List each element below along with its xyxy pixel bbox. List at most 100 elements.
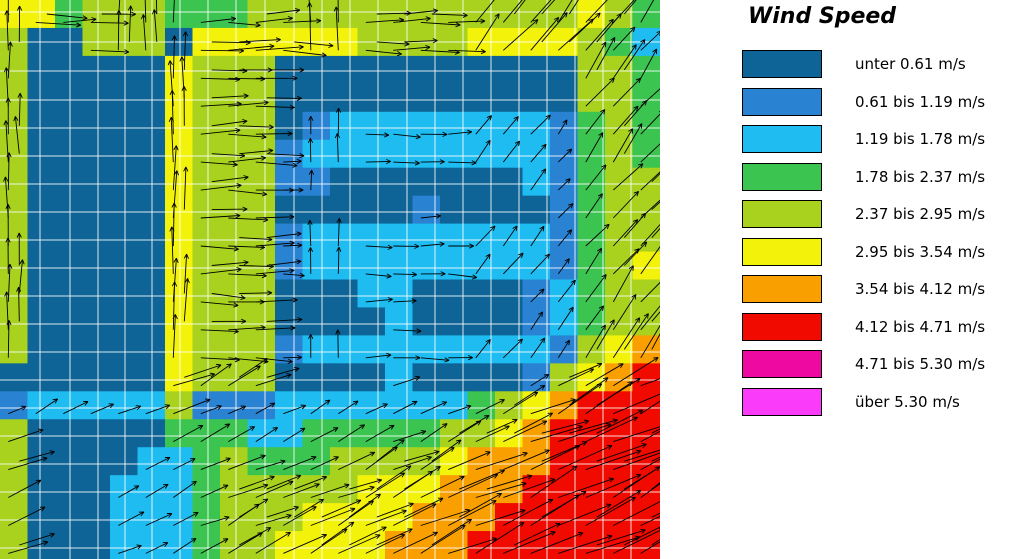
heatmap-cell [0, 55, 29, 85]
wind-arrow [321, 521, 355, 546]
heatmap-cell [440, 139, 469, 169]
heatmap-cell [27, 111, 56, 141]
heatmap-cell [550, 195, 579, 225]
heatmap-cell [55, 503, 84, 532]
heatmap-cell [55, 447, 84, 476]
wind-arrow [145, 542, 169, 554]
wind-arrow [651, 201, 660, 210]
heatmap-cell [357, 419, 386, 448]
heatmap-cell [192, 391, 221, 420]
wind-arrow [612, 265, 634, 303]
heatmap-cell [165, 223, 194, 253]
heatmap-cell [302, 475, 331, 504]
heatmap-cell [385, 223, 414, 253]
wind-arrow [585, 41, 607, 79]
wind-arrow [640, 281, 660, 303]
wind-arrow [144, 0, 147, 23]
heatmap-cell [220, 83, 249, 113]
wind-arrow [475, 139, 491, 163]
wind-arrow [211, 118, 248, 127]
wind-arrow [169, 226, 175, 274]
heatmap-cell [275, 391, 304, 420]
heatmap-cell [275, 167, 304, 197]
heatmap-cell [82, 223, 111, 253]
wind-arrow [596, 528, 646, 546]
wind-arrow [585, 77, 615, 107]
wind-arrow [7, 41, 13, 79]
heatmap-cell [165, 0, 194, 29]
heatmap-cell [302, 391, 331, 420]
heatmap-cell [27, 167, 56, 197]
wind-arrow [623, 212, 647, 238]
wind-arrow [8, 540, 49, 554]
heatmap-cell [385, 195, 414, 225]
heatmap-cell [440, 195, 469, 225]
heatmap-cell [27, 195, 56, 225]
wind-arrow [283, 533, 327, 554]
wind-arrow [283, 404, 307, 415]
heatmap-cell [412, 531, 441, 559]
wind-arrow [4, 10, 10, 51]
wind-arrow [173, 398, 211, 415]
heatmap-cell [522, 363, 551, 392]
heatmap-cell [0, 279, 29, 309]
legend-item: über 5.30 m/s [742, 387, 1024, 418]
heatmap-cell [357, 167, 386, 197]
heatmap-cell [330, 335, 359, 364]
wind-arrow [18, 259, 25, 294]
wind-arrow [349, 526, 387, 546]
heatmap-cell [55, 111, 84, 141]
legend-label: 3.54 bis 4.12 m/s [855, 280, 986, 298]
wind-arrow [503, 531, 556, 554]
heatmap-cell [357, 279, 386, 309]
heatmap-cell [275, 0, 304, 29]
wind-arrow [448, 243, 474, 249]
wind-arrow [640, 143, 660, 163]
wind-arrow [475, 115, 492, 135]
heatmap-cell [82, 503, 111, 532]
wind-arrow [420, 241, 445, 247]
wind-arrow [200, 405, 222, 415]
heatmap-cell [0, 0, 29, 29]
heatmap-cell [605, 167, 634, 197]
wind-arrow [557, 119, 568, 135]
wind-arrow [266, 474, 302, 490]
wind-arrow [557, 306, 574, 331]
heatmap-cell [330, 251, 359, 281]
wind-arrow [513, 0, 526, 15]
wind-arrow [596, 319, 615, 350]
wind-arrow [486, 418, 518, 434]
wind-arrow [613, 452, 660, 471]
wind-speed-map [0, 0, 660, 559]
heatmap-cell [495, 167, 524, 197]
wind-arrow [255, 357, 293, 364]
wind-arrow [530, 465, 578, 498]
wind-arrow [640, 30, 660, 51]
wind-arrow [404, 38, 438, 44]
heatmap-cell [27, 223, 56, 253]
wind-arrow [502, 225, 518, 247]
wind-arrow [35, 21, 82, 28]
heatmap-cell [247, 0, 276, 29]
wind-arrow [568, 0, 579, 15]
heatmap-cell [0, 251, 29, 281]
heatmap-cell [550, 391, 579, 420]
heatmap-cell [220, 195, 249, 225]
heatmap-cell [165, 475, 194, 504]
wind-arrow [173, 458, 196, 471]
heatmap-cell [385, 251, 414, 281]
wind-arrow [283, 18, 322, 24]
heatmap-cell [27, 251, 56, 281]
heatmap-cell [632, 279, 660, 309]
heatmap-cell [82, 251, 111, 281]
wind-arrow [613, 163, 644, 191]
wind-arrow [365, 297, 393, 303]
wind-arrow [612, 317, 641, 359]
wind-arrow [283, 427, 306, 442]
heatmap-cell [82, 111, 111, 141]
wind-arrow [169, 90, 175, 135]
wind-arrow [283, 158, 302, 164]
heatmap-cell [220, 447, 249, 476]
wind-arrow [613, 426, 660, 443]
wind-arrow [502, 338, 523, 359]
